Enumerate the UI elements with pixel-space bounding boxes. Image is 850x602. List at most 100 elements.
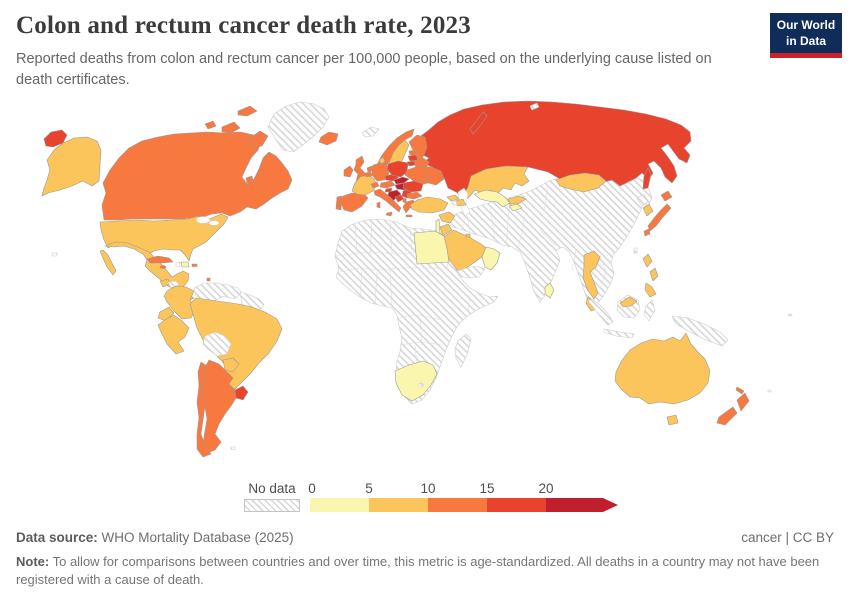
- country-estonia[interactable]: [408, 149, 418, 156]
- country-jamaica[interactable]: [159, 265, 167, 269]
- country-romania[interactable]: [402, 180, 424, 193]
- country-brazil[interactable]: [189, 297, 283, 390]
- data-source-value[interactable]: WHO Mortality Database (2025): [97, 530, 294, 545]
- country-tajikistan[interactable]: [508, 203, 523, 212]
- country-taiwan[interactable]: [633, 247, 638, 254]
- legend-color-scale[interactable]: [310, 498, 622, 512]
- country-mexico-baja[interactable]: [99, 249, 117, 276]
- legend-seg-15-20[interactable]: [487, 498, 546, 512]
- country-new-zealand-south[interactable]: [716, 406, 738, 426]
- country-sri-lanka[interactable]: [544, 282, 555, 299]
- country-jordan[interactable]: [439, 223, 453, 237]
- country-italy-sicily[interactable]: [385, 211, 393, 217]
- country-russia-novaya-zemlya[interactable]: [469, 111, 488, 135]
- license-badge[interactable]: cancer | CC BY: [741, 530, 834, 545]
- country-moldova[interactable]: [423, 174, 431, 182]
- country-georgia[interactable]: [446, 194, 460, 202]
- country-philippines-luzon[interactable]: [642, 253, 653, 268]
- country-kazakhstan[interactable]: [462, 165, 530, 201]
- country-canada-baffin[interactable]: [249, 130, 269, 148]
- country-greenland[interactable]: [267, 101, 330, 153]
- country-egypt[interactable]: [413, 230, 450, 265]
- country-canada-victoria-island[interactable]: [221, 121, 241, 134]
- region-africa-no-data[interactable]: [334, 218, 499, 405]
- legend-no-data[interactable]: No data: [244, 481, 300, 512]
- legend-no-data-swatch[interactable]: [244, 499, 300, 512]
- owid-logo[interactable]: Our World in Data: [770, 13, 842, 59]
- country-dominican-republic[interactable]: [180, 261, 190, 268]
- country-thailand[interactable]: [582, 250, 601, 300]
- country-indonesia-java[interactable]: [603, 328, 635, 339]
- country-chile[interactable]: [196, 361, 212, 458]
- legend-seg-0-5[interactable]: [310, 498, 369, 512]
- country-yemen[interactable]: [456, 265, 486, 279]
- country-oman-uae[interactable]: [481, 246, 501, 271]
- country-japan-hokkaido[interactable]: [660, 190, 673, 202]
- country-new-zealand-north[interactable]: [736, 392, 750, 412]
- country-slovakia[interactable]: [393, 176, 410, 185]
- country-canada-newfoundland[interactable]: [245, 175, 254, 184]
- country-puerto-rico[interactable]: [191, 263, 198, 267]
- country-philippines-mindanao[interactable]: [644, 282, 657, 298]
- country-peru[interactable]: [157, 314, 190, 355]
- country-venezuela[interactable]: [193, 282, 243, 302]
- fiji-islands[interactable]: [767, 389, 772, 393]
- legend-seg-10-15[interactable]: [428, 498, 487, 512]
- country-france[interactable]: [351, 174, 378, 196]
- country-japan-honshu[interactable]: [647, 203, 672, 232]
- country-syria[interactable]: [438, 211, 456, 224]
- country-new-guinea[interactable]: [671, 315, 729, 347]
- country-south-africa[interactable]: [394, 360, 438, 402]
- country-south-korea[interactable]: [642, 203, 654, 217]
- country-malaysia-borneo[interactable]: [619, 296, 638, 308]
- country-belgium[interactable]: [364, 171, 373, 178]
- legend-seg-5-10[interactable]: [369, 498, 428, 512]
- country-paraguay[interactable]: [222, 357, 240, 373]
- country-trinidad[interactable]: [206, 277, 211, 282]
- country-canada-island-a[interactable]: [204, 120, 217, 130]
- country-honduras[interactable]: [167, 280, 180, 289]
- falkland-islands[interactable]: [230, 446, 236, 450]
- country-austria[interactable]: [379, 180, 396, 189]
- country-canada-ellesmere[interactable]: [237, 105, 258, 117]
- country-japan-kyushu[interactable]: [643, 228, 651, 237]
- country-ukraine[interactable]: [404, 165, 445, 186]
- country-kuwait[interactable]: [465, 233, 471, 238]
- country-ireland[interactable]: [343, 165, 354, 178]
- country-mongolia[interactable]: [555, 172, 607, 193]
- new-caledonia[interactable]: [735, 386, 745, 395]
- legend-seg-20-plus[interactable]: [546, 498, 603, 512]
- country-iceland[interactable]: [318, 131, 339, 146]
- country-indonesia-sulawesi[interactable]: [643, 299, 656, 322]
- country-north-korea[interactable]: [636, 193, 649, 207]
- country-indonesia-sumatra[interactable]: [587, 298, 614, 326]
- country-italy-sardinia[interactable]: [376, 201, 381, 209]
- country-israel-lebanon[interactable]: [435, 218, 441, 235]
- country-canada[interactable]: [101, 131, 293, 221]
- country-greece-crete[interactable]: [405, 214, 413, 218]
- country-philippines-visayas[interactable]: [649, 267, 659, 282]
- country-uzbekistan[interactable]: [473, 189, 511, 208]
- country-united-states-alaska[interactable]: [41, 136, 102, 197]
- country-bolivia[interactable]: [202, 331, 232, 357]
- country-russia-chukotka[interactable]: [43, 129, 68, 148]
- country-russia-sakhalin[interactable]: [642, 167, 652, 190]
- region-asia-no-data[interactable]: [445, 173, 653, 310]
- legend-colorbar[interactable]: 0 5 10 15 20: [308, 481, 630, 517]
- country-kyrgyzstan[interactable]: [507, 195, 527, 205]
- country-norway[interactable]: [376, 128, 415, 169]
- country-cuba[interactable]: [146, 255, 174, 264]
- country-portugal[interactable]: [335, 195, 343, 211]
- country-switzerland[interactable]: [370, 181, 380, 189]
- country-australia-tasmania[interactable]: [666, 414, 679, 426]
- country-madagascar[interactable]: [454, 333, 472, 368]
- country-bulgaria[interactable]: [406, 191, 423, 200]
- country-italy[interactable]: [373, 188, 402, 213]
- country-mexico[interactable]: [104, 241, 190, 291]
- country-australia[interactable]: [614, 332, 711, 405]
- country-spain[interactable]: [340, 192, 369, 213]
- country-uruguay[interactable]: [234, 385, 249, 401]
- country-turkey[interactable]: [409, 196, 449, 214]
- country-haiti[interactable]: [175, 261, 181, 268]
